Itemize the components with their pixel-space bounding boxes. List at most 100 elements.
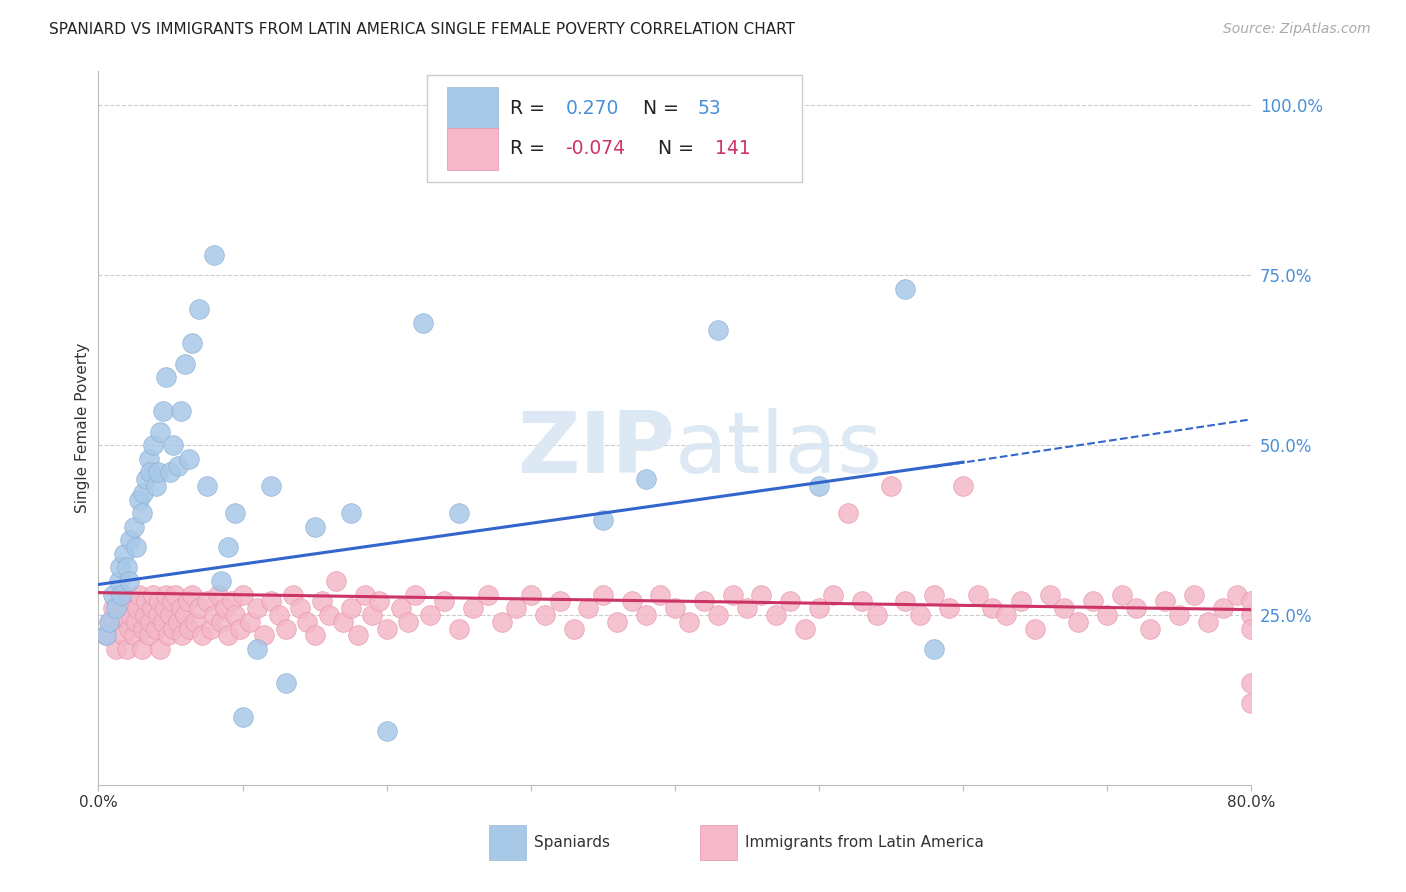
Point [447, 506, 470, 520]
Point [274, 622, 297, 636]
Point [405, 588, 427, 602]
Point [139, 466, 162, 480]
Point [224, 608, 246, 623]
Point [169, 404, 191, 418]
Point [152, 615, 174, 629]
Point [966, 588, 988, 602]
Point [765, 608, 787, 623]
Text: -0.074: -0.074 [565, 139, 626, 159]
Point [188, 601, 211, 615]
Point [156, 628, 179, 642]
Point [181, 588, 204, 602]
Point [214, 601, 236, 615]
Point [461, 601, 484, 615]
Point [121, 594, 143, 608]
Point [922, 588, 945, 602]
Point [155, 370, 177, 384]
Text: R =: R = [510, 139, 551, 159]
Point [108, 560, 131, 574]
Point [239, 615, 262, 629]
Point [207, 588, 229, 602]
Point [128, 588, 150, 602]
Point [184, 615, 207, 629]
Point [107, 574, 129, 588]
Point [162, 622, 184, 636]
Point [159, 608, 181, 623]
Point [1212, 601, 1234, 615]
Point [163, 588, 186, 602]
Point [1240, 676, 1263, 690]
Text: 53: 53 [697, 98, 721, 118]
Point [124, 628, 146, 642]
Text: 141: 141 [716, 139, 751, 159]
Point [253, 628, 276, 642]
Point [153, 601, 176, 615]
Point [112, 588, 135, 602]
Point [159, 466, 181, 480]
Point [228, 622, 250, 636]
Point [127, 601, 149, 615]
Point [149, 425, 172, 439]
Point [145, 479, 167, 493]
Point [110, 588, 132, 602]
Point [131, 642, 153, 657]
Text: Spaniards: Spaniards [534, 835, 610, 850]
Point [389, 601, 412, 615]
Point [823, 588, 845, 602]
Point [606, 615, 628, 629]
Point [866, 608, 889, 623]
Point [132, 485, 155, 500]
Point [1067, 615, 1090, 629]
Point [339, 506, 361, 520]
Point [260, 479, 283, 493]
Point [152, 404, 174, 418]
Point [636, 608, 658, 623]
Point [339, 601, 361, 615]
Text: atlas: atlas [675, 408, 883, 491]
Point [117, 642, 139, 657]
Point [354, 588, 377, 602]
Point [166, 458, 188, 473]
Point [636, 472, 658, 486]
Point [707, 608, 730, 623]
Point [938, 601, 960, 615]
Point [318, 608, 340, 623]
Point [202, 608, 225, 623]
Point [260, 594, 283, 608]
Point [1139, 622, 1161, 636]
Point [491, 615, 513, 629]
Point [894, 282, 917, 296]
Point [1053, 601, 1076, 615]
Point [118, 622, 141, 636]
Point [837, 506, 859, 520]
Point [433, 594, 456, 608]
Point [188, 302, 211, 317]
Point [177, 594, 200, 608]
Point [146, 466, 169, 480]
Point [134, 608, 156, 623]
Point [1153, 594, 1175, 608]
Point [125, 540, 148, 554]
Point [97, 615, 120, 629]
Point [118, 574, 141, 588]
Point [221, 594, 243, 608]
Point [131, 506, 153, 520]
Point [104, 601, 127, 615]
Point [412, 316, 434, 330]
Point [224, 506, 246, 520]
Point [120, 608, 142, 623]
Point [132, 622, 155, 636]
Point [1010, 594, 1032, 608]
Point [200, 622, 222, 636]
Point [191, 628, 214, 642]
Point [246, 601, 269, 615]
Point [375, 723, 398, 738]
Point [1038, 588, 1062, 602]
Text: Source: ZipAtlas.com: Source: ZipAtlas.com [1223, 22, 1371, 37]
Point [135, 594, 157, 608]
Point [138, 451, 160, 466]
Point [1081, 594, 1104, 608]
Point [267, 608, 290, 623]
Point [721, 588, 744, 602]
Point [148, 594, 170, 608]
